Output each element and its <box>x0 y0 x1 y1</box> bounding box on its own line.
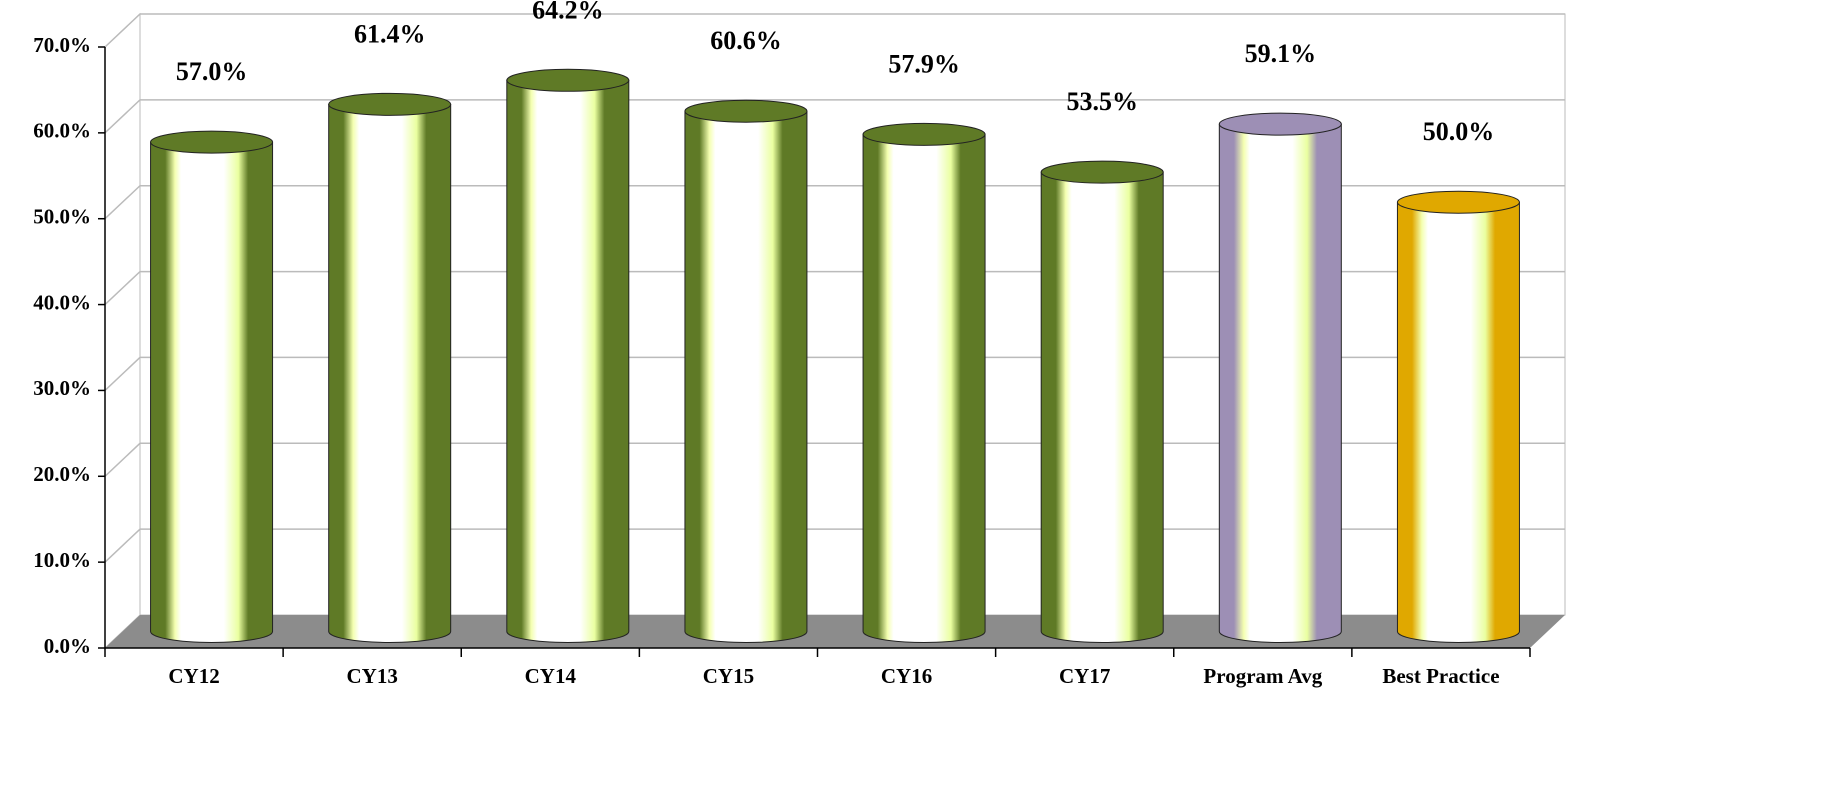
y-tick-label: 10.0% <box>33 548 91 572</box>
cylinder <box>150 141 274 643</box>
x-tick-label: CY17 <box>1059 664 1110 688</box>
value-label: 64.2% <box>532 0 604 24</box>
x-tick-label: CY16 <box>881 664 932 688</box>
value-label: 53.5% <box>1066 87 1138 116</box>
y-tick-label: 20.0% <box>33 462 91 486</box>
y-tick-label: 50.0% <box>33 205 91 229</box>
cylinder-top <box>150 130 274 154</box>
cylinder <box>1040 171 1164 643</box>
x-tick-label: Program Avg <box>1203 664 1322 688</box>
y-tick-label: 70.0% <box>33 33 91 57</box>
y-tick-label: 60.0% <box>33 119 91 143</box>
value-label: 57.0% <box>176 57 248 86</box>
cylinder <box>1396 201 1520 643</box>
cylinder-top <box>506 68 630 92</box>
floor <box>105 615 1565 648</box>
x-tick-label: CY15 <box>703 664 754 688</box>
grid-line <box>104 99 1565 134</box>
cylinder <box>862 133 986 643</box>
value-label: 50.0% <box>1423 117 1495 146</box>
cylinder <box>1218 123 1342 643</box>
cylinder-top <box>684 99 808 123</box>
value-label: 60.6% <box>710 26 782 55</box>
cylinder-top <box>1218 112 1342 136</box>
cylinder-top <box>1396 190 1520 214</box>
cylinder <box>684 110 808 643</box>
y-tick-label: 40.0% <box>33 290 91 314</box>
cylinder-top <box>1040 160 1164 184</box>
value-label: 61.4% <box>354 19 426 48</box>
cylinder-top <box>328 92 452 116</box>
x-tick-label: CY14 <box>525 664 577 688</box>
cylinder-top <box>862 122 986 146</box>
y-tick-label: 0.0% <box>44 634 91 658</box>
y-tick-label: 30.0% <box>33 376 91 400</box>
cylinder <box>328 103 452 643</box>
value-label: 57.9% <box>888 49 960 78</box>
x-tick-label: CY12 <box>168 664 219 688</box>
value-label: 59.1% <box>1245 39 1317 68</box>
x-tick-label: Best Practice <box>1382 664 1499 688</box>
x-tick-label: CY13 <box>347 664 398 688</box>
cylinder <box>506 79 630 643</box>
side-wall <box>104 12 141 650</box>
grid-line <box>104 13 1565 48</box>
